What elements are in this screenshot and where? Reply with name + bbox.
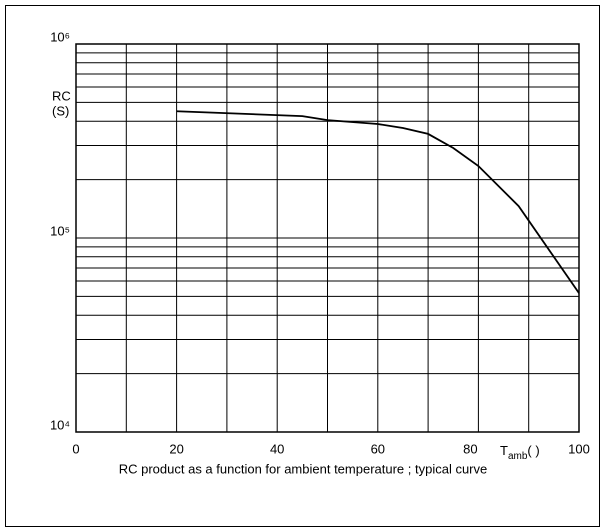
y-label: RC <box>52 88 71 103</box>
y-tick-label: 10⁵ <box>50 223 70 238</box>
plot-border <box>75 43 580 433</box>
x-tick-label: 20 <box>169 441 183 456</box>
x-tick-label: 0 <box>72 441 79 456</box>
frame <box>5 5 600 527</box>
x-tick-label: 40 <box>270 441 284 456</box>
caption: RC product as a function for ambient tem… <box>119 461 488 476</box>
x-label-unit: ( ) <box>527 443 539 458</box>
x-label-sub: amb <box>508 451 528 462</box>
x-label: Tamb( ) <box>500 443 540 461</box>
x-tick-label: 80 <box>463 441 477 456</box>
x-tick-label: 100 <box>568 441 590 456</box>
x-label-main: T <box>500 443 508 458</box>
curve <box>176 110 580 294</box>
y-label: (S) <box>52 103 69 118</box>
y-tick-label: 10⁴ <box>50 417 70 432</box>
x-tick-label: 60 <box>371 441 385 456</box>
y-tick-label: 10⁶ <box>50 29 70 44</box>
